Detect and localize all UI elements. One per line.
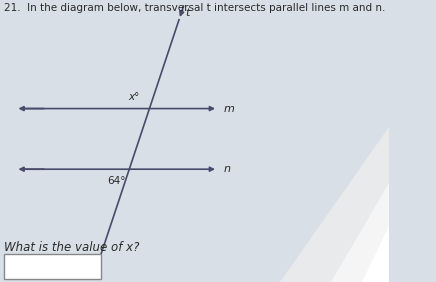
Text: t: t xyxy=(185,8,189,18)
Text: x°: x° xyxy=(128,92,140,102)
Text: What is the value of x?: What is the value of x? xyxy=(4,241,139,254)
Text: m: m xyxy=(224,103,235,114)
FancyBboxPatch shape xyxy=(4,254,101,279)
Polygon shape xyxy=(362,226,389,282)
Text: 21.  In the diagram below, transversal t intersects parallel lines m and n.: 21. In the diagram below, transversal t … xyxy=(4,3,385,13)
Text: n: n xyxy=(224,164,231,174)
Polygon shape xyxy=(280,127,389,282)
Polygon shape xyxy=(331,183,389,282)
Text: 64°: 64° xyxy=(107,176,126,186)
